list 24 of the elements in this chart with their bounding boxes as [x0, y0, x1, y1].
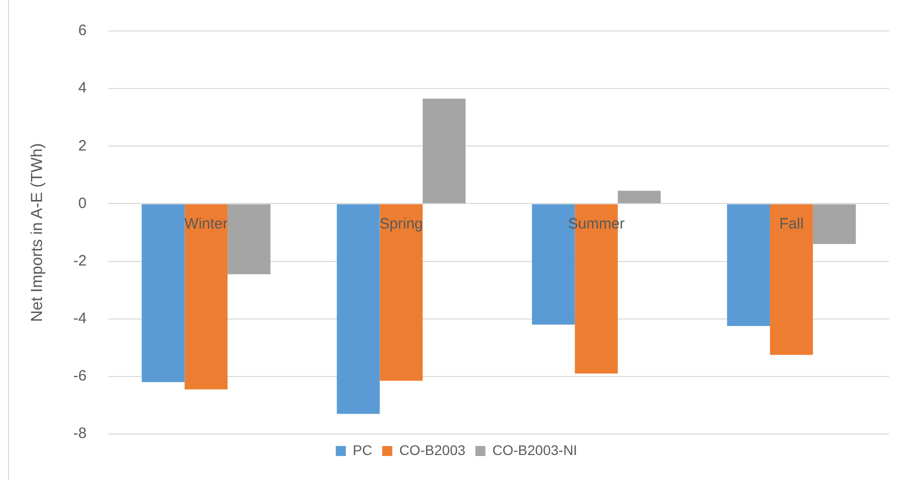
bar [228, 204, 270, 274]
y-tick-label: -2 [73, 252, 87, 270]
y-tick-label: -6 [73, 368, 87, 385]
bar [618, 190, 661, 204]
bar [770, 204, 813, 355]
x-tick-label: Spring [380, 215, 423, 232]
y-tick-label: 2 [78, 137, 87, 154]
bar [380, 204, 423, 381]
bar [184, 204, 228, 390]
y-axis-title: Net Imports in A-E (TWh) [29, 143, 46, 322]
legend-label: PC [352, 442, 372, 458]
legend-label: CO-B2003 [399, 442, 466, 458]
legend-label: CO-B2003-NI [492, 442, 578, 458]
y-tick-label: 0 [78, 194, 87, 212]
bar [422, 98, 466, 204]
bar [812, 204, 856, 244]
y-tick-label: 4 [78, 80, 87, 97]
bar [336, 204, 380, 414]
y-tick-label: -4 [73, 310, 87, 327]
x-tick-label: Fall [779, 215, 804, 232]
y-tick-label: 6 [78, 22, 87, 40]
bar [142, 204, 185, 382]
bar [727, 204, 770, 326]
y-tick-label: -8 [73, 425, 87, 442]
